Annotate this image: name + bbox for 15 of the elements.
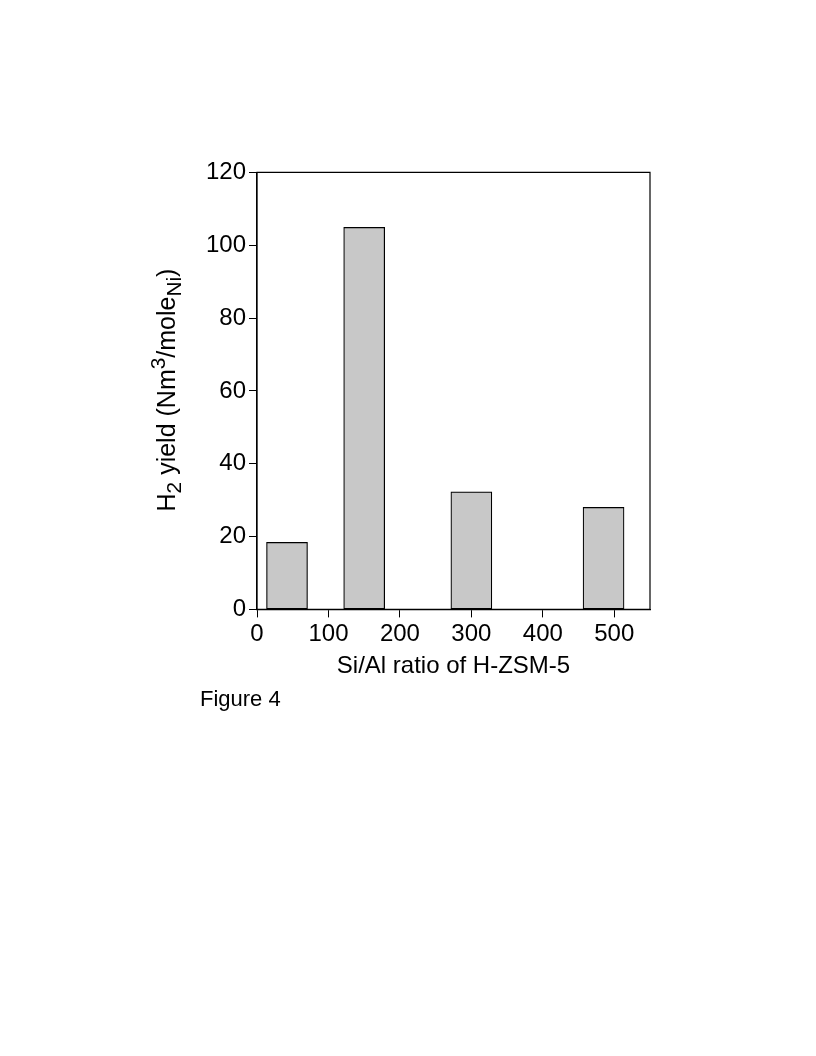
x-tick-label: 0 <box>250 619 264 647</box>
x-tick-label: 500 <box>594 619 635 647</box>
y-tick-label: 60 <box>219 375 246 403</box>
y-tick-label: 0 <box>232 594 246 622</box>
y-tick-label: 80 <box>219 302 246 330</box>
x-tick-label: 100 <box>308 619 349 647</box>
x-axis-title: Si/Al ratio of H-ZSM-5 <box>336 651 571 679</box>
y-tick-label: 100 <box>205 229 246 257</box>
x-tick-label: 300 <box>451 619 492 647</box>
x-tick-label: 200 <box>379 619 420 647</box>
y-tick-label: 40 <box>219 448 246 476</box>
x-tick-label: 400 <box>522 619 563 647</box>
caption: Figure 4 <box>200 686 281 712</box>
y-tick-label: 20 <box>219 521 246 549</box>
y-tick-label: 120 <box>205 157 246 185</box>
